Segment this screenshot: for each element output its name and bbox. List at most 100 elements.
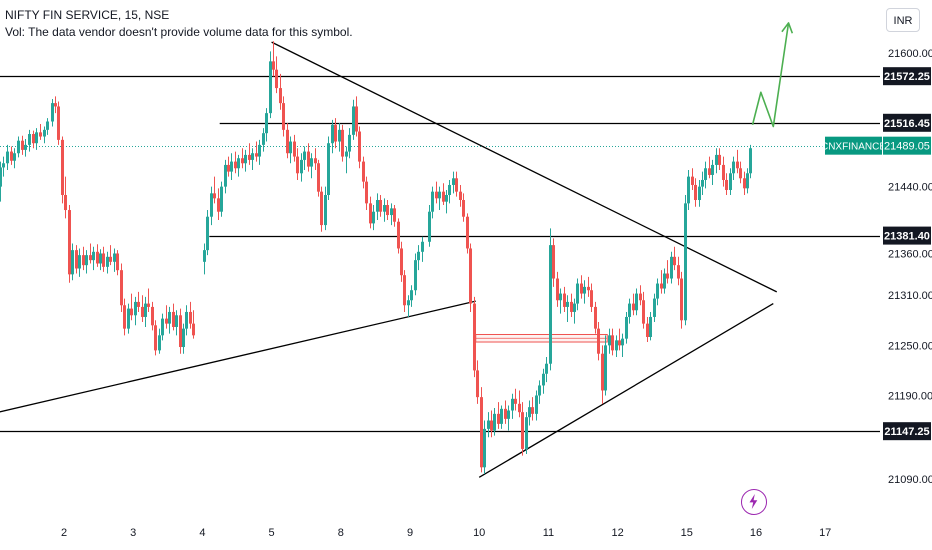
candle-123 — [438, 186, 441, 211]
candle-body — [244, 154, 247, 164]
candle-body — [179, 315, 182, 348]
candle-body — [490, 420, 493, 431]
candle-body — [708, 168, 711, 175]
candle-body — [466, 216, 469, 249]
candle-184 — [649, 311, 652, 341]
candle-body — [628, 303, 631, 317]
candle-body — [480, 397, 483, 468]
candle-185 — [653, 293, 656, 322]
y-tick-label: 21310.00 — [888, 290, 932, 302]
candle-body — [559, 293, 562, 301]
y-tick-label: 21090.00 — [888, 474, 932, 486]
candle-77 — [275, 56, 278, 94]
candle-body — [192, 323, 195, 336]
candle-158 — [559, 288, 562, 314]
candle-135 — [480, 387, 483, 473]
candle-body — [85, 255, 88, 266]
candle-body — [462, 200, 465, 217]
x-tick-label: 12 — [611, 527, 623, 539]
candle-127 — [452, 171, 455, 194]
candle-89 — [317, 159, 320, 197]
candle-101 — [358, 126, 361, 169]
candle-body — [113, 253, 116, 262]
candle-74 — [265, 108, 268, 142]
candle-96 — [341, 124, 344, 162]
candle-64 — [230, 153, 233, 180]
candle-71 — [255, 141, 258, 162]
candle-body — [234, 161, 237, 169]
candle-115 — [407, 295, 410, 317]
candle-169 — [597, 321, 600, 361]
y-tick-label: 21250.00 — [888, 340, 932, 352]
candle-9 — [32, 130, 35, 149]
candle-body — [217, 198, 220, 212]
candle-body — [220, 186, 223, 212]
candle-body — [653, 298, 656, 317]
candle-140 — [497, 402, 500, 429]
candle-body — [580, 283, 583, 294]
candle-99 — [352, 99, 355, 140]
x-tick-label: 3 — [130, 527, 136, 539]
candle-body — [556, 278, 559, 301]
candle-body — [601, 353, 604, 391]
candle-body — [372, 211, 375, 224]
candle-body — [317, 163, 320, 192]
candle-body — [687, 176, 690, 204]
candle-88 — [314, 148, 317, 170]
candle-82 — [293, 134, 296, 162]
candle-body — [528, 407, 531, 418]
candle-203 — [715, 148, 718, 174]
candle-70 — [251, 148, 254, 170]
currency-button[interactable]: INR — [886, 8, 920, 32]
candle-body — [293, 141, 296, 157]
candle-146 — [518, 390, 521, 418]
candle-162 — [573, 298, 576, 324]
candle-81 — [289, 136, 292, 164]
candle-132 — [469, 243, 472, 312]
candle-body — [141, 306, 144, 317]
candle-137 — [487, 412, 490, 438]
candle-body — [75, 250, 78, 269]
candle-42 — [147, 288, 150, 312]
candle-body — [165, 318, 168, 324]
candle-body — [538, 385, 541, 396]
candle-168 — [594, 301, 597, 334]
candle-143 — [507, 405, 510, 431]
candle-body — [639, 293, 642, 301]
candle-body — [172, 311, 175, 327]
candle-15 — [54, 96, 57, 114]
candle-68 — [244, 149, 247, 172]
candle-201 — [708, 156, 711, 179]
candle-body — [618, 340, 621, 346]
candle-117 — [414, 253, 417, 296]
candle-176 — [621, 333, 624, 358]
candle-85 — [303, 146, 306, 170]
candle-46 — [161, 313, 164, 341]
candle-body — [258, 144, 261, 157]
candle-124 — [442, 183, 445, 206]
candle-body — [473, 303, 476, 371]
candle-87 — [310, 153, 313, 179]
candle-body — [46, 121, 49, 130]
level-label-box — [883, 67, 931, 86]
candle-body — [39, 132, 42, 137]
candle-body — [525, 417, 528, 449]
candle-163 — [576, 278, 579, 311]
candle-79 — [282, 96, 285, 137]
candle-133 — [473, 296, 476, 378]
candle-body — [576, 283, 579, 304]
chart-legend: NIFTY FIN SERVICE, 15, NSE Vol: The data… — [5, 7, 353, 41]
candle-body — [421, 241, 424, 252]
candle-177 — [625, 311, 628, 344]
lightning-icon[interactable] — [741, 489, 767, 515]
candle-body — [206, 216, 209, 251]
candle-body — [704, 168, 707, 180]
candle-95 — [338, 123, 341, 152]
candle-body — [511, 398, 514, 411]
candle-192 — [677, 256, 680, 286]
candle-body — [130, 308, 133, 316]
candle-39 — [137, 291, 140, 312]
x-tick-label: 9 — [407, 527, 413, 539]
candle-63 — [227, 156, 230, 177]
